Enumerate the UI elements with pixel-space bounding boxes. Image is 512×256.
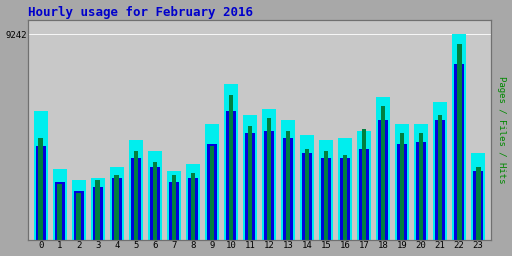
Bar	[134, 151, 138, 240]
Bar	[338, 137, 352, 240]
Bar	[357, 131, 371, 240]
Bar	[224, 84, 238, 240]
Bar	[262, 109, 276, 240]
Bar	[340, 158, 350, 240]
Bar	[129, 140, 143, 240]
Bar	[452, 34, 466, 240]
Bar	[148, 151, 162, 240]
Bar	[378, 120, 388, 240]
Y-axis label: Pages / Files / Hits: Pages / Files / Hits	[498, 76, 506, 184]
Bar	[300, 135, 314, 240]
Bar	[433, 102, 447, 240]
Bar	[343, 155, 348, 240]
Bar	[168, 182, 179, 240]
Bar	[381, 106, 386, 240]
Text: Hourly usage for February 2016: Hourly usage for February 2016	[29, 6, 253, 18]
Bar	[267, 118, 271, 240]
Bar	[416, 142, 426, 240]
Bar	[57, 184, 62, 240]
Bar	[473, 171, 483, 240]
Bar	[93, 187, 103, 240]
Bar	[76, 193, 81, 240]
Bar	[112, 178, 122, 240]
Bar	[110, 167, 124, 240]
Bar	[476, 167, 481, 240]
Bar	[319, 140, 333, 240]
Bar	[324, 151, 328, 240]
Bar	[190, 173, 195, 240]
Bar	[359, 149, 369, 240]
Bar	[95, 180, 100, 240]
Bar	[115, 175, 119, 240]
Bar	[91, 178, 105, 240]
Bar	[205, 124, 219, 240]
Bar	[457, 44, 461, 240]
Bar	[395, 124, 409, 240]
Bar	[131, 158, 141, 240]
Bar	[226, 111, 236, 240]
Bar	[207, 144, 217, 240]
Bar	[74, 191, 84, 240]
Bar	[38, 137, 43, 240]
Bar	[167, 171, 181, 240]
Bar	[72, 180, 86, 240]
Bar	[454, 64, 464, 240]
Bar	[188, 178, 198, 240]
Bar	[435, 120, 445, 240]
Bar	[305, 149, 309, 240]
Bar	[321, 158, 331, 240]
Bar	[283, 137, 293, 240]
Bar	[209, 146, 215, 240]
Bar	[248, 126, 252, 240]
Bar	[228, 95, 233, 240]
Bar	[186, 164, 200, 240]
Bar	[361, 129, 367, 240]
Bar	[286, 131, 290, 240]
Bar	[471, 153, 485, 240]
Bar	[438, 115, 442, 240]
Bar	[281, 120, 295, 240]
Bar	[400, 133, 404, 240]
Bar	[53, 169, 67, 240]
Bar	[245, 133, 255, 240]
Bar	[397, 144, 408, 240]
Bar	[153, 162, 157, 240]
Bar	[376, 98, 390, 240]
Bar	[34, 111, 48, 240]
Bar	[302, 153, 312, 240]
Bar	[414, 124, 428, 240]
Bar	[150, 167, 160, 240]
Bar	[55, 182, 65, 240]
Bar	[419, 133, 423, 240]
Bar	[264, 131, 274, 240]
Bar	[172, 175, 176, 240]
Bar	[35, 146, 46, 240]
Bar	[243, 115, 257, 240]
